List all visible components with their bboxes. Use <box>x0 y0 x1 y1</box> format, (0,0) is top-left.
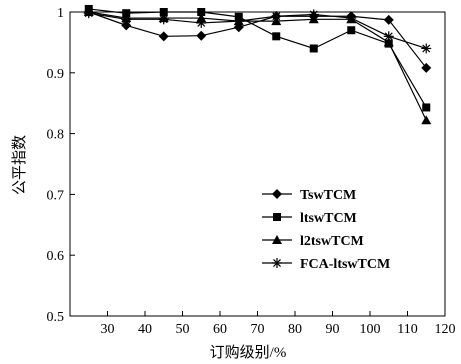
y-axis-title: 公平指数 <box>11 135 28 195</box>
data-point-fca-ltswtcm <box>158 14 169 25</box>
y-tick-label: 0.7 <box>47 188 65 203</box>
x-tick-label: 30 <box>101 322 115 337</box>
data-point-ltswtcm <box>272 32 281 41</box>
legend-label-fca-ltswtcm: FCA-ltswTCM <box>300 257 390 272</box>
data-point-l2tswtcm <box>383 37 394 47</box>
y-tick-label: 0.5 <box>47 310 65 325</box>
data-point-fca-ltswtcm <box>196 17 207 28</box>
x-tick-label: 60 <box>213 322 227 337</box>
data-point-tswtcm <box>383 14 394 25</box>
data-point-fca-ltswtcm <box>83 8 94 19</box>
data-point-ltswtcm <box>197 8 206 16</box>
legend-marker-l2tswtcm <box>272 235 282 244</box>
y-tick-label: 1 <box>57 6 64 21</box>
x-tick-label: 80 <box>288 322 302 337</box>
legend-marker-ltswtcm <box>273 213 281 221</box>
data-point-ltswtcm <box>309 44 318 53</box>
data-point-tswtcm <box>196 30 207 41</box>
x-tick-label: 110 <box>397 322 417 337</box>
data-point-fca-ltswtcm <box>346 13 357 24</box>
y-tick-label: 0.8 <box>47 128 65 143</box>
series-line-ltswtcm <box>88 8 427 108</box>
data-point-ltswtcm <box>159 8 168 16</box>
data-point-tswtcm <box>158 31 169 42</box>
x-tick-label: 40 <box>138 322 152 337</box>
legend: TswTCM ltswTCM l2tswTCM FCA-ltswTCM <box>262 188 390 272</box>
data-point-fca-ltswtcm <box>271 11 282 22</box>
series-line-fca-ltswtcm <box>88 12 427 50</box>
data-point-fca-ltswtcm <box>383 31 394 42</box>
data-point-ltswtcm <box>422 103 431 112</box>
data-point-l2tswtcm <box>421 115 432 125</box>
legend-marker-tswtcm <box>272 189 282 199</box>
x-tick-label: 90 <box>326 322 340 337</box>
x-tick-label: 100 <box>360 322 381 337</box>
x-tick-label: 70 <box>251 322 265 337</box>
y-tick-label: 0.9 <box>47 67 65 82</box>
data-point-tswtcm <box>121 20 132 31</box>
x-tick-label: 120 <box>435 322 456 337</box>
series-line-tswtcm <box>88 11 427 69</box>
y-tick-label: 0.6 <box>47 249 65 264</box>
data-point-ltswtcm <box>347 26 356 35</box>
legend-label-tswtcm: TswTCM <box>300 188 356 203</box>
legend-label-ltswtcm: ltswTCM <box>300 211 357 226</box>
data-point-fca-ltswtcm <box>121 14 132 25</box>
x-axis-title: 订购级别/% <box>210 344 287 361</box>
data-point-fca-ltswtcm <box>308 9 319 20</box>
series-line-l2tswtcm <box>88 11 427 121</box>
data-point-tswtcm <box>421 62 432 73</box>
data-point-fca-ltswtcm <box>233 16 244 27</box>
data-point-fca-ltswtcm <box>421 43 432 54</box>
legend-marker-fca-ltswtcm <box>272 258 282 268</box>
legend-label-l2tswtcm: l2tswTCM <box>300 234 364 249</box>
x-tick-label: 50 <box>176 322 190 337</box>
